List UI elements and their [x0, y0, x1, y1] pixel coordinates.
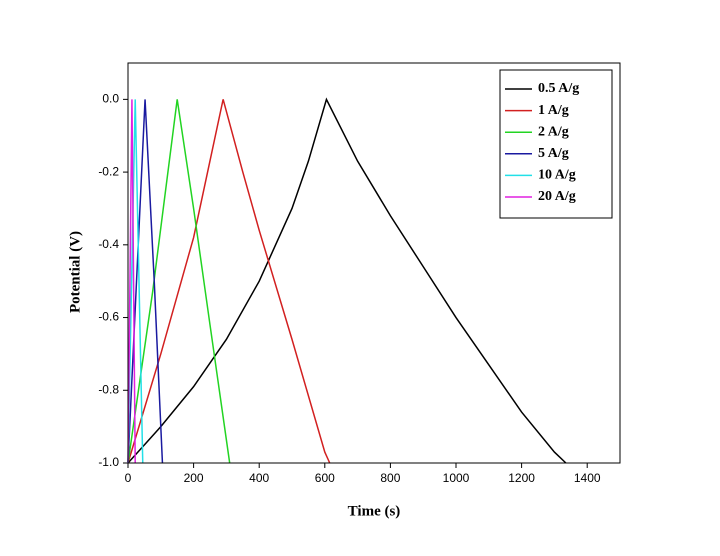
x-tick-label: 400: [249, 471, 269, 485]
legend-label: 10 A/g: [538, 168, 576, 183]
legend-label: 0.5 A/g: [538, 81, 579, 96]
data-line: [127, 99, 164, 464]
x-axis-label: Time (s): [348, 503, 401, 519]
data-line: [127, 99, 331, 464]
legend-label: 5 A/g: [538, 146, 569, 161]
x-tick-label: 200: [184, 471, 204, 485]
y-tick-label: 0.0: [102, 92, 119, 106]
y-tick-label: -0.2: [98, 164, 119, 178]
y-axis-label: Potential (V): [67, 231, 83, 313]
x-tick-label: 600: [315, 471, 335, 485]
x-tick-label: 800: [380, 471, 400, 485]
x-tick-label: 1000: [443, 471, 470, 485]
data-line: [127, 99, 136, 464]
y-tick-label: -0.4: [98, 237, 119, 251]
y-tick-label: -0.8: [98, 382, 119, 396]
x-tick-label: 1400: [574, 471, 601, 485]
legend-label: 2 A/g: [538, 124, 569, 139]
legend-label: 1 A/g: [538, 103, 569, 118]
x-tick-label: 1200: [508, 471, 535, 485]
legend-box: [499, 69, 613, 219]
plot-frame: [127, 62, 621, 464]
legend-label: 20 A/g: [538, 189, 576, 204]
y-tick-label: -1.0: [98, 455, 119, 469]
y-tick-label: -0.6: [98, 310, 119, 324]
data-line: [127, 99, 144, 464]
data-line: [127, 97, 567, 464]
data-line: [127, 99, 231, 464]
x-tick-label: 0: [125, 471, 132, 485]
